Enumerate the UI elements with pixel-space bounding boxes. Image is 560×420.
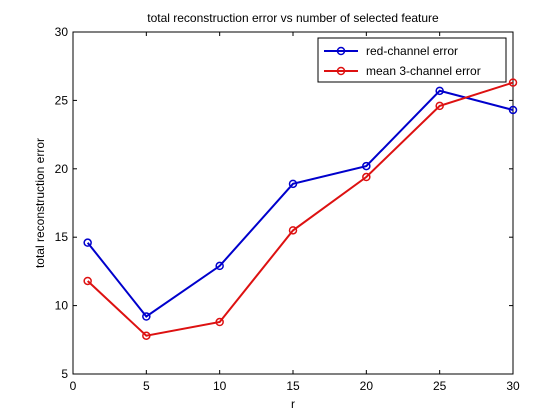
series-1-point	[142, 312, 151, 321]
series-1-point	[83, 238, 92, 247]
legend-swatch-marker	[336, 66, 346, 76]
x-axis-label: r	[291, 397, 295, 411]
series-2-point	[215, 317, 224, 327]
series-line-2	[87, 81, 514, 337]
legend: red-channel error mean 3-channel error	[317, 37, 507, 83]
plot-area	[72, 31, 514, 375]
x-tick-label: 0	[70, 379, 77, 393]
chart-title: total reconstruction error vs number of …	[147, 11, 439, 25]
y-tick-label: 15	[55, 230, 69, 244]
y-tick-label: 25	[55, 93, 69, 107]
series-layer	[83, 78, 518, 340]
x-tick-label: 10	[213, 379, 227, 393]
x-tick-label: 15	[286, 379, 300, 393]
y-tick-label: 30	[55, 25, 69, 39]
series-2-point	[142, 331, 151, 340]
series-line-1	[86, 89, 514, 318]
series-1-point	[435, 86, 444, 96]
x-tick-label: 5	[143, 379, 150, 393]
series-2-point	[288, 226, 298, 235]
y-tick-label: 5	[61, 367, 68, 381]
series-1-point	[288, 179, 298, 189]
legend-box	[317, 37, 507, 83]
y-tick-label: 20	[55, 162, 69, 176]
series-2-point	[83, 276, 92, 286]
x-tick-label: 25	[433, 379, 447, 393]
x-tick-label: 30	[506, 379, 520, 393]
series-2-point	[435, 101, 444, 111]
x-tick-label: 20	[360, 379, 374, 393]
series-1-point	[362, 161, 371, 171]
legend-label: mean 3-channel error	[366, 64, 481, 78]
series-2-point	[362, 172, 371, 182]
series-1-point	[215, 261, 224, 271]
y-tick-label: 10	[55, 299, 69, 313]
series-2-point	[508, 78, 518, 87]
series-1-point	[508, 105, 518, 115]
legend-label: red-channel error	[366, 44, 458, 58]
y-axis-label: total reconstruction error	[33, 138, 47, 268]
legend-swatch-marker	[336, 46, 346, 56]
